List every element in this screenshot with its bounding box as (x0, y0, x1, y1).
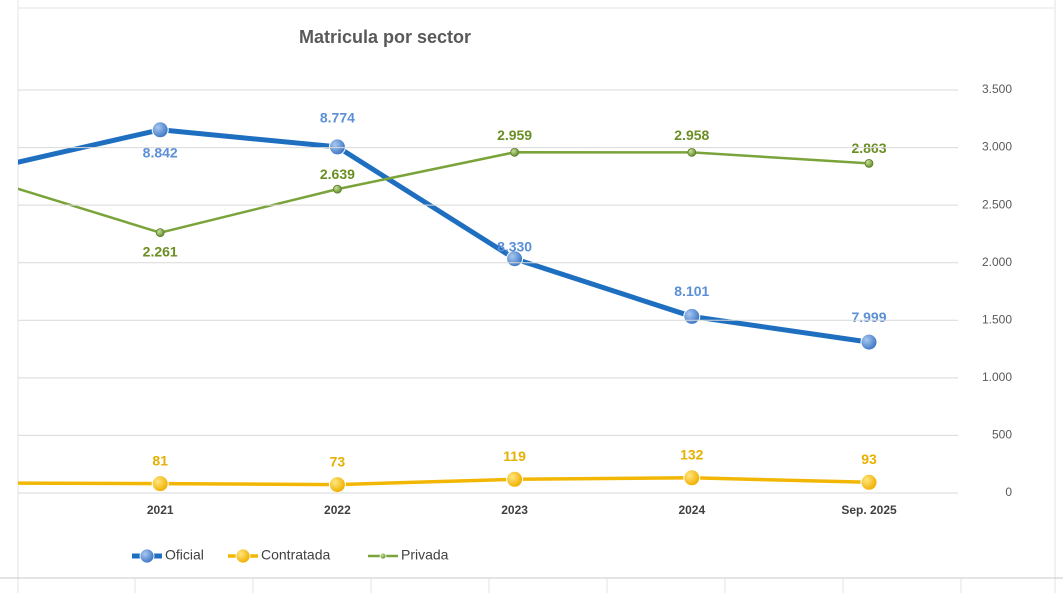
point-marker (683, 307, 701, 325)
data-label: 2.958 (674, 127, 709, 143)
x-tick-label: 2022 (324, 503, 351, 517)
data-label: 93 (861, 451, 877, 467)
data-label: 8.842 (143, 144, 178, 160)
y2-tick-label: 2.500 (982, 197, 1012, 211)
data-label: 8.330 (497, 238, 532, 254)
y2-tick-label: 2.000 (982, 255, 1012, 269)
data-label: 81 (152, 452, 168, 468)
point-marker (860, 473, 878, 491)
point-marker (683, 469, 701, 487)
y2-tick-label: 3.500 (982, 82, 1012, 96)
data-label: 8.774 (320, 110, 355, 126)
point-marker (155, 228, 165, 238)
legend-marker (139, 548, 155, 564)
data-label: 2.639 (320, 166, 355, 182)
data-label: 7.999 (851, 309, 886, 325)
legend-label: Contratada (261, 547, 330, 563)
chart-title: Matricula por sector (299, 27, 471, 47)
point-marker (332, 184, 342, 194)
legend-marker (379, 552, 387, 560)
point-marker (328, 138, 346, 156)
series-line (18, 476, 870, 487)
y2-tick-label: 3.000 (982, 140, 1012, 154)
data-label: 119 (503, 448, 526, 464)
y2-tick-label: 500 (992, 428, 1012, 442)
series-line (18, 151, 870, 234)
x-tick-label: 2024 (678, 503, 705, 517)
point-marker (687, 148, 697, 157)
y2-tick-label: 1.500 (982, 312, 1012, 326)
legend-label: Oficial (165, 547, 204, 563)
legend-label: Privada (401, 547, 449, 563)
point-marker (151, 475, 169, 493)
legend-marker (235, 548, 251, 564)
x-tick-label: 2021 (147, 503, 174, 517)
data-label: 8.101 (674, 283, 709, 299)
point-marker (864, 158, 874, 168)
point-marker (328, 476, 346, 494)
data-label: 2.261 (143, 243, 178, 259)
data-label: 2.959 (497, 127, 532, 143)
data-label: 73 (330, 453, 346, 469)
x-tick-label: Sep. 2025 (841, 503, 897, 517)
y2-tick-label: 0 (1005, 485, 1012, 499)
point-marker (151, 121, 169, 139)
point-marker (860, 333, 878, 351)
x-tick-label: 2023 (501, 503, 528, 517)
point-marker (506, 470, 524, 488)
y2-tick-label: 1.000 (982, 370, 1012, 384)
series-line (18, 127, 870, 345)
point-marker (510, 147, 519, 157)
data-label: 132 (680, 447, 704, 463)
